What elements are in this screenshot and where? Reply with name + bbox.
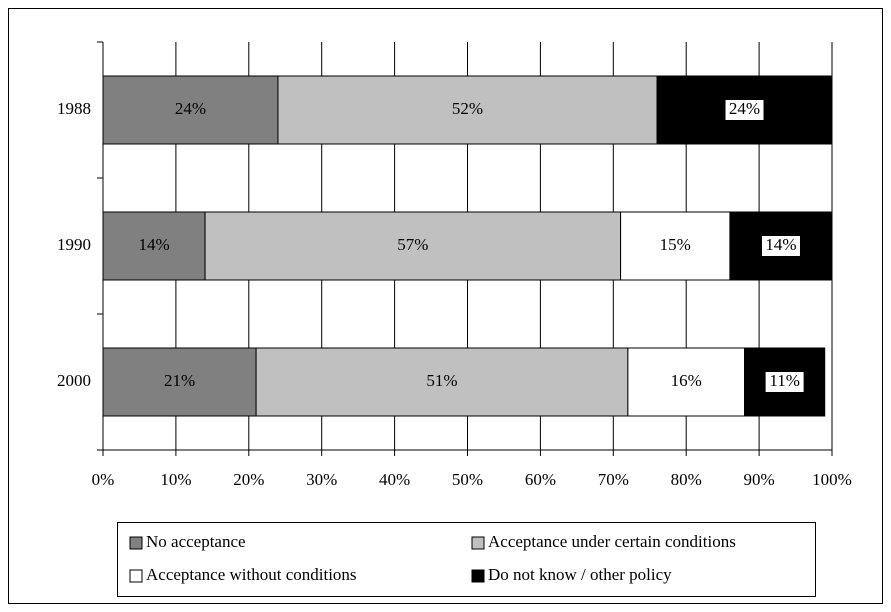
x-tick-label: 30% <box>306 470 337 489</box>
legend-swatch <box>129 569 143 583</box>
data-label: 24% <box>175 99 206 118</box>
data-label: 52% <box>452 99 483 118</box>
x-tick-label: 20% <box>233 470 264 489</box>
x-tick-label: 40% <box>379 470 410 489</box>
data-label: 14% <box>138 235 169 254</box>
label-box <box>761 236 800 256</box>
data-label: 21% <box>164 371 195 390</box>
label-box <box>725 100 764 120</box>
bar-segment <box>204 211 622 281</box>
y-tick-label: 1990 <box>57 235 91 254</box>
x-tick-label: 100% <box>812 470 852 489</box>
legend-label: Acceptance without conditions <box>146 565 357 584</box>
data-label: 24% <box>729 99 760 118</box>
data-label: 57% <box>397 235 428 254</box>
x-tick-label: 50% <box>452 470 483 489</box>
data-label: 11% <box>769 371 800 390</box>
x-tick-label: 10% <box>160 470 191 489</box>
bar-segment <box>627 347 746 417</box>
legend-label: Acceptance under certain conditions <box>488 532 736 551</box>
data-label: 15% <box>660 235 691 254</box>
x-tick-label: 90% <box>744 470 775 489</box>
x-tick-label: 60% <box>525 470 556 489</box>
y-tick-label: 2000 <box>57 371 91 390</box>
bar-segment <box>102 75 279 145</box>
legend-swatch <box>129 536 143 550</box>
bar-segment <box>102 347 257 417</box>
bar-segment <box>255 347 629 417</box>
y-tick-label: 1988 <box>57 99 91 118</box>
data-label: 16% <box>671 371 702 390</box>
label-box <box>765 372 804 392</box>
x-tick-label: 0% <box>92 470 115 489</box>
legend-label: No acceptance <box>146 532 246 551</box>
x-tick-label: 80% <box>671 470 702 489</box>
bar-segment <box>620 211 731 281</box>
legend-swatch <box>471 536 485 550</box>
legend-swatch <box>471 569 485 583</box>
legend-label: Do not know / other policy <box>488 565 672 584</box>
bar-segment <box>277 75 658 145</box>
data-label: 51% <box>426 371 457 390</box>
legend-box <box>117 522 816 597</box>
data-label: 14% <box>765 235 796 254</box>
x-tick-label: 70% <box>598 470 629 489</box>
